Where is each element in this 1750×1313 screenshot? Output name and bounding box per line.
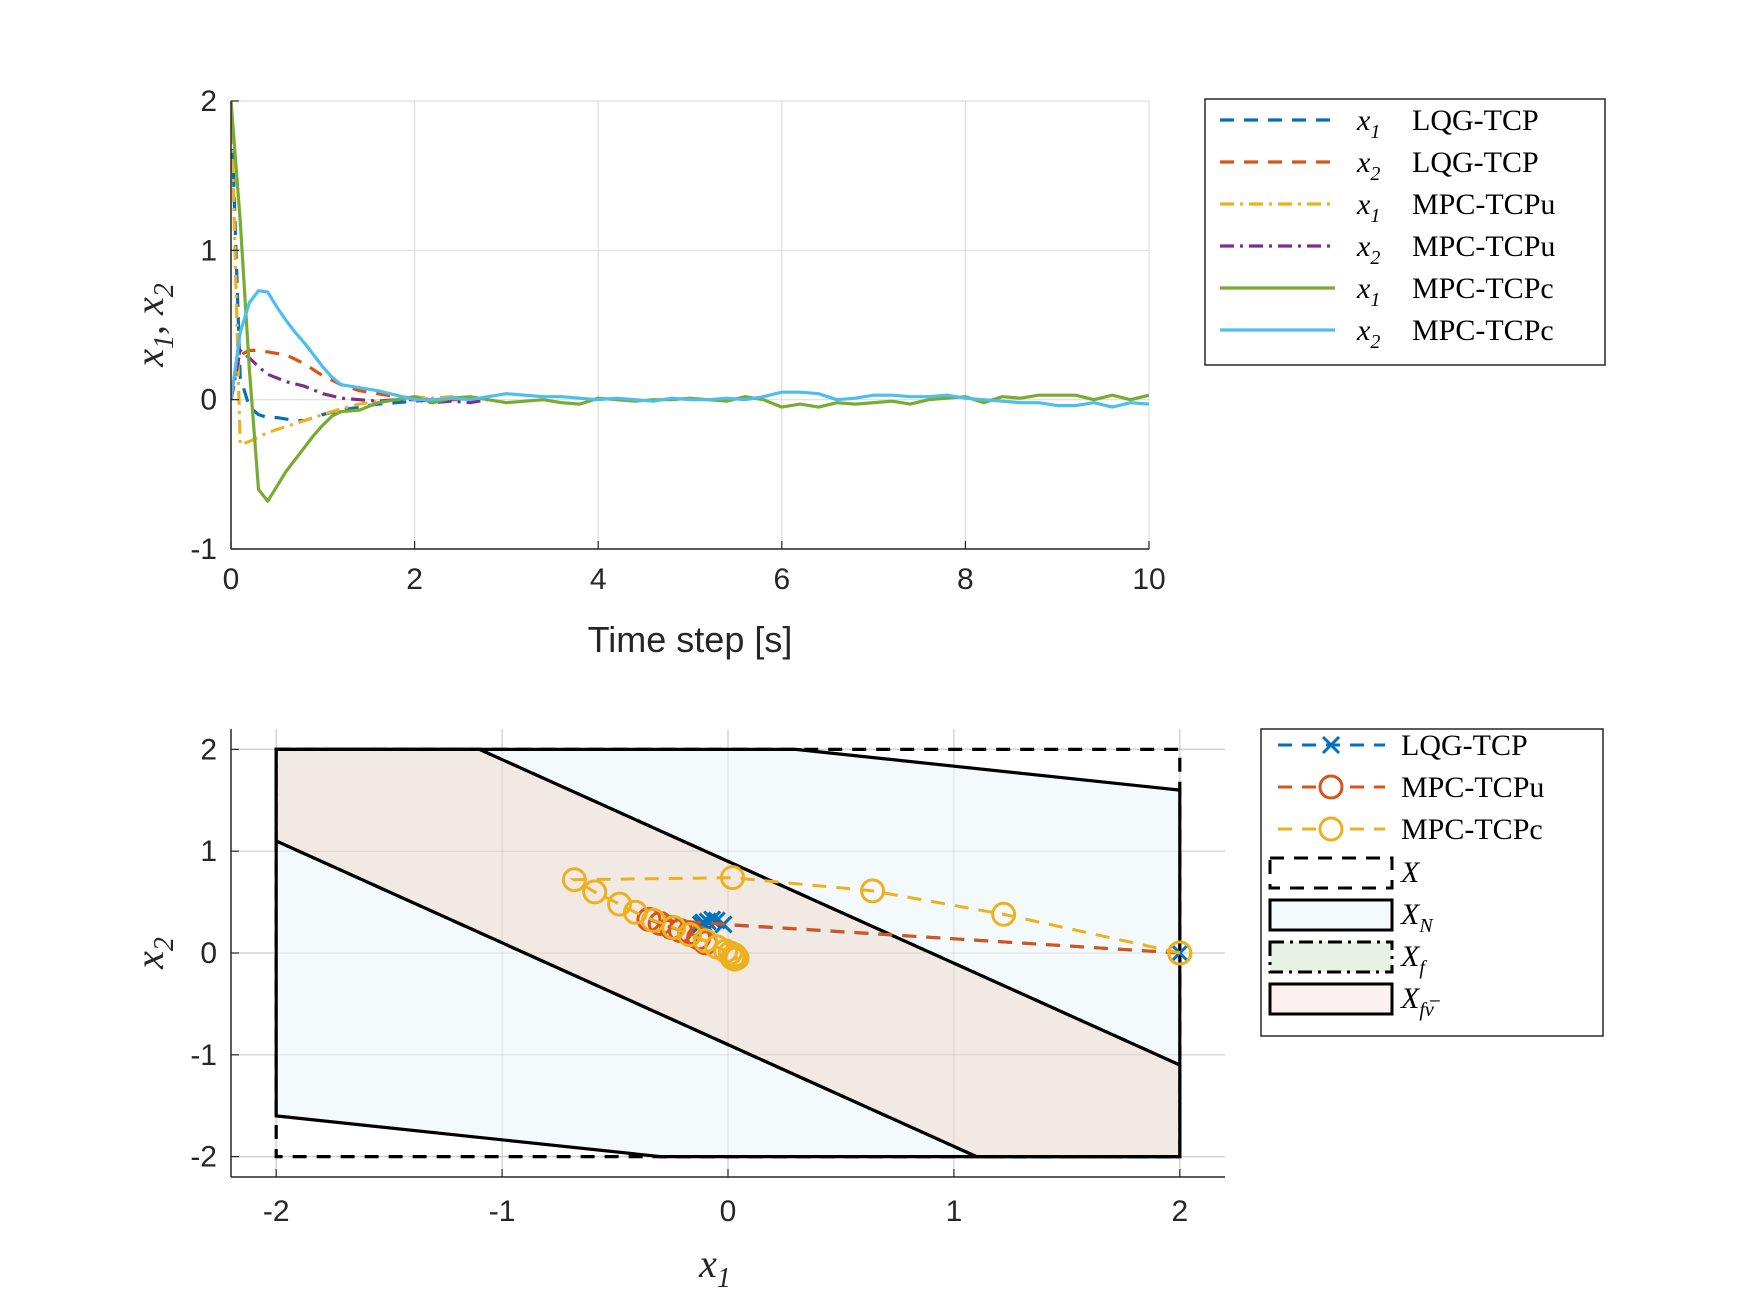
bottom-legend-marker-2 xyxy=(1318,774,1344,800)
bottom-grid-overlay xyxy=(231,729,1225,1177)
bottom-series-3-point xyxy=(677,922,703,948)
top-x-tick-label: 0 xyxy=(223,563,240,596)
bottom-series-1-point xyxy=(1170,943,1189,963)
bottom-y-tick-label: 1 xyxy=(200,835,217,868)
bottom-axes: -2 -1 0 1 2 -2 -1 0 1 2 x1 x2 xyxy=(127,729,1225,1294)
bottom-series-3-point xyxy=(1167,940,1193,966)
top-x-tick-label: 4 xyxy=(590,563,607,596)
top-series-line-1 xyxy=(231,101,461,423)
bottom-legend-region-swatch-1 xyxy=(1268,856,1394,890)
bottom-x-tick-label: -2 xyxy=(263,1195,290,1228)
bottom-y-tick-label: -2 xyxy=(190,1141,217,1174)
top-y-tick-label: 2 xyxy=(200,85,217,118)
bottom-series-3-point xyxy=(582,879,608,905)
bottom-series-3-point xyxy=(607,891,633,917)
bottom-legend-label-2: MPC-TCPu xyxy=(1401,771,1544,804)
top-legend-label-2: LQG-TCP xyxy=(1412,146,1539,179)
top-series-line-2 xyxy=(231,348,461,402)
bottom-y-tick-label: -1 xyxy=(190,1039,217,1072)
region-X xyxy=(274,747,1182,1159)
bottom-legend-label-3: MPC-TCPc xyxy=(1401,813,1543,846)
bottom-legend-region-swatch-4 xyxy=(1268,982,1394,1016)
bottom-series-3-point xyxy=(720,865,746,891)
top-x-tick-label: 6 xyxy=(773,563,790,596)
bottom-x-tick-label: 0 xyxy=(720,1195,737,1228)
top-y-tick-label: 0 xyxy=(200,384,217,417)
bottom-y-axis-label: x2 xyxy=(127,937,180,970)
top-legend-box xyxy=(1204,98,1606,366)
top-x-tick-label: 8 xyxy=(957,563,974,596)
top-legend-label-6: MPC-TCPc xyxy=(1412,314,1554,347)
top-series-group xyxy=(231,101,1149,503)
top-x-axis-label: Time step [s] xyxy=(588,619,793,660)
top-legend-label-5: MPC-TCPc xyxy=(1412,272,1554,305)
bottom-series-3-point xyxy=(661,915,687,941)
bottom-x-tick-label: -1 xyxy=(489,1195,516,1228)
bottom-x-axis-label: x1 xyxy=(698,1241,731,1294)
bottom-legend-region-label-1: X xyxy=(1400,856,1421,889)
bottom-legend-marker-1b xyxy=(1321,735,1341,755)
top-legend-label-1: LQG-TCP xyxy=(1412,104,1539,137)
bottom-legend-region-swatch-2 xyxy=(1268,898,1394,932)
bottom-series-3-point xyxy=(720,945,746,971)
bottom-series-3-point xyxy=(561,867,587,893)
bottom-series-3-point xyxy=(991,901,1017,927)
top-x-tick-label: 10 xyxy=(1132,563,1165,596)
bottom-y-tick-label: 2 xyxy=(200,733,217,766)
bottom-legend-label-1: LQG-TCP xyxy=(1401,729,1528,762)
bottom-y-tick-label: 0 xyxy=(200,937,217,970)
top-y-tick-label: 1 xyxy=(200,234,217,267)
top-legend-label-4: MPC-TCPu xyxy=(1412,230,1555,263)
bottom-ticks: -2 -1 0 1 2 -2 -1 0 1 2 xyxy=(190,733,1188,1228)
top-y-tick-label: -1 xyxy=(190,533,217,566)
top-legend-label-3: MPC-TCPu xyxy=(1412,188,1555,221)
bottom-legend-region-swatch-3 xyxy=(1268,940,1394,974)
bottom-x-tick-label: 1 xyxy=(946,1195,963,1228)
top-series-line-6 xyxy=(231,289,1149,409)
bottom-series-group xyxy=(561,865,1193,972)
bottom-series-3-point xyxy=(860,878,886,904)
bottom-series-line-3 xyxy=(569,876,1181,961)
top-x-tick-label: 2 xyxy=(406,563,423,596)
top-y-axis-label: x1, x2 xyxy=(127,283,180,368)
bottom-x-tick-label: 2 xyxy=(1171,1195,1188,1228)
bottom-legend-marker-3 xyxy=(1318,816,1344,842)
